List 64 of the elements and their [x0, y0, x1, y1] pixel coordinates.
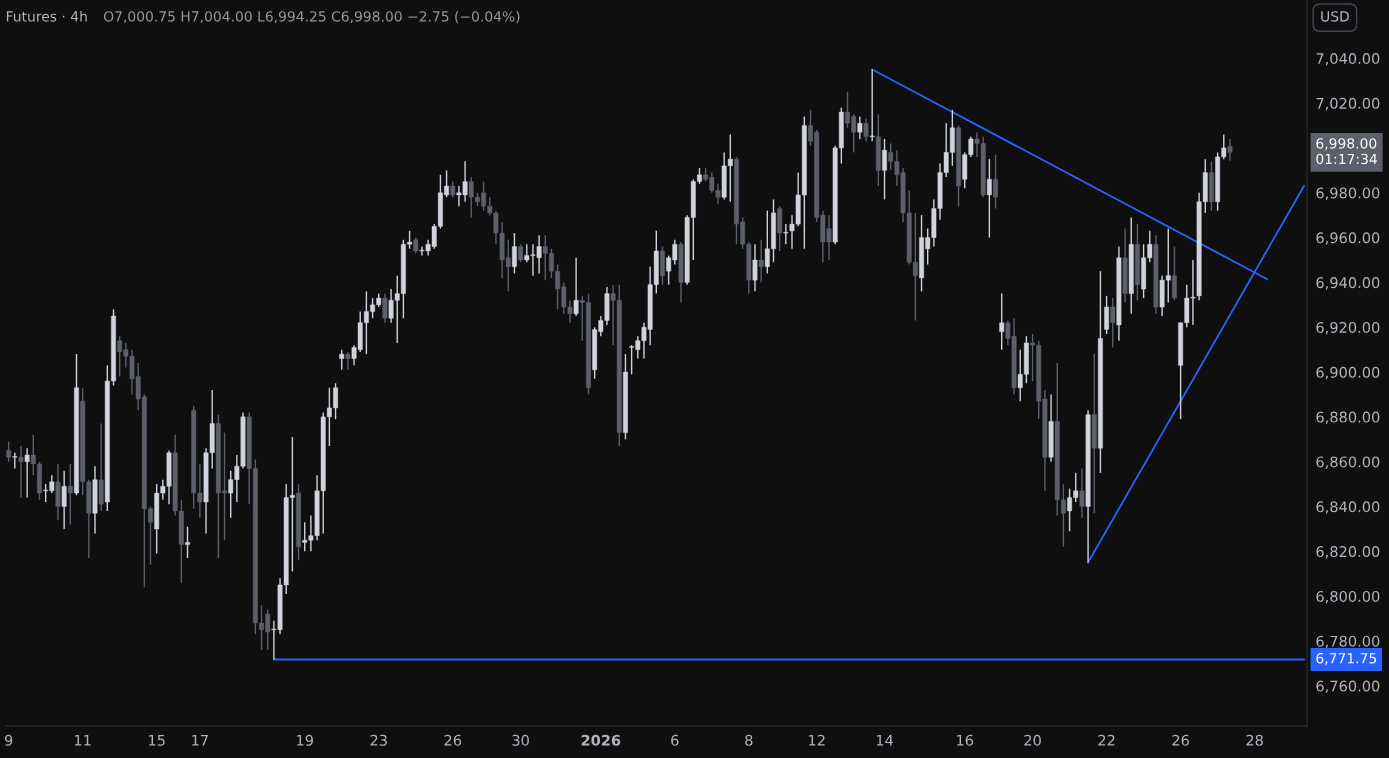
candlestick [999, 292, 1005, 351]
y-tick-label: 6,780.00 [1316, 635, 1380, 649]
x-tick-label: 19 [297, 734, 313, 746]
candlestick [752, 243, 758, 293]
candlestick [993, 153, 998, 210]
x-tick-label: 16 [957, 734, 974, 746]
candlestick [882, 138, 887, 201]
x-tick-label: 20 [1024, 734, 1041, 746]
x-tick-label: 12 [809, 734, 825, 746]
x-tick-label: 15 [149, 734, 165, 746]
y-tick-label: 7,020.00 [1316, 97, 1380, 111]
text: USD [1321, 11, 1349, 22]
candlestick [986, 158, 992, 239]
x-tick-label: 17 [192, 734, 208, 746]
candlestick [863, 118, 869, 142]
candlestick [1227, 138, 1233, 162]
candlestick [345, 351, 351, 371]
candlestick [758, 239, 764, 284]
x-tick-label: 23 [370, 734, 387, 746]
x-tick-label: 2026 [581, 734, 621, 746]
candlestick [61, 469, 67, 530]
x-tick-label: 14 [876, 734, 893, 746]
x-tick-label: 26 [444, 734, 462, 746]
candlestick [783, 223, 789, 245]
candlestick [18, 445, 24, 499]
candlestick [1079, 467, 1085, 519]
y-tick-label: 6,940.00 [1316, 277, 1380, 290]
text: 6,771.75 [1316, 653, 1377, 665]
y-tick-label: 6,840.00 [1316, 501, 1380, 514]
x-tick-label: 22 [1098, 734, 1115, 746]
candlestick [1110, 297, 1116, 349]
x-tick-label: 26 [1172, 734, 1189, 746]
candlestick [382, 292, 388, 324]
y-tick-label: 6,800.00 [1316, 590, 1380, 604]
candlestick [12, 452, 18, 470]
candlestick [339, 348, 345, 371]
candlestick [6, 440, 12, 463]
candlestick [573, 257, 579, 317]
candlestick [67, 463, 73, 526]
y-tick-label: 6,980.00 [1316, 187, 1380, 200]
candlestick [1104, 295, 1110, 335]
text: Futures · 4h [6, 10, 87, 22]
x-tick-label: 9 [4, 734, 13, 746]
x-tick-label: 6 [671, 734, 679, 746]
y-tick-label: 6,860.00 [1316, 456, 1380, 469]
x-tick-label: 8 [745, 734, 753, 746]
y-tick-label: 6,920.00 [1316, 321, 1380, 335]
candlestick [24, 447, 30, 499]
x-tick-label: 28 [1246, 734, 1263, 746]
candlestick [857, 115, 863, 140]
candlestick [869, 68, 875, 142]
candlestick [1172, 245, 1177, 302]
y-tick-label: 7,040.00 [1316, 52, 1380, 66]
text: O7,000.75 H7,004.00 L6,994.25 C6,998.00 −2.75 (−0.04%) [103, 10, 520, 24]
y-tick-label: 6,900.00 [1316, 366, 1380, 380]
y-tick-label: 6,880.00 [1316, 411, 1380, 425]
candlestick [185, 525, 190, 559]
candlestick [512, 232, 517, 275]
x-tick-label: 11 [74, 734, 91, 746]
y-tick-label: 6,960.00 [1316, 232, 1380, 245]
text: 6,998.00 01:17:34 [1316, 138, 1377, 165]
y-tick-label: 6,820.00 [1316, 546, 1380, 559]
y-tick-label: 6,760.00 [1316, 680, 1380, 694]
x-tick-label: 30 [512, 734, 529, 746]
